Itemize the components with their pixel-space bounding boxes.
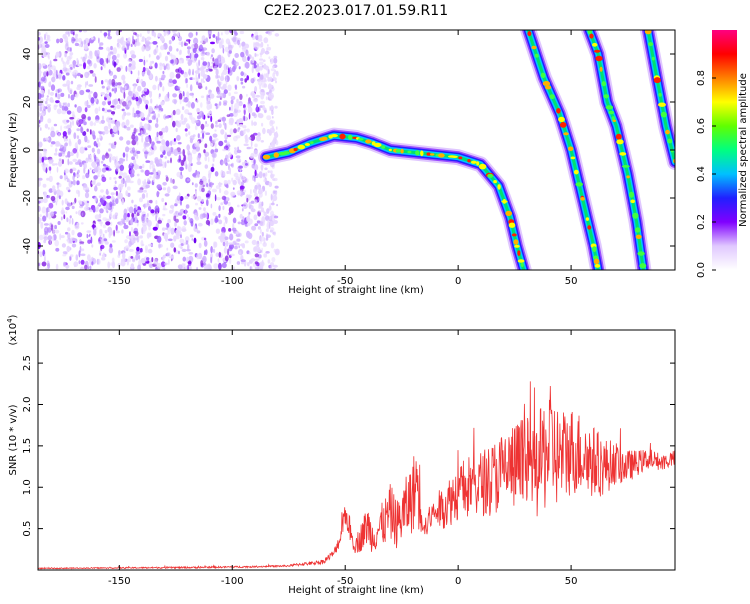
snr-x-label: Height of straight line (km): [288, 585, 424, 596]
svg-text:(x104): (x104): [6, 314, 19, 345]
snr-panel: -150 -100 -50 0 50 0.5 1.0 1.5 2.0 2.5 Height of…: [6, 314, 676, 596]
y-tick-label: -40: [22, 238, 33, 254]
y-tick-label: 2.5: [22, 355, 33, 371]
y-tick-label: 1.5: [22, 438, 33, 454]
snr-y-ticks: 0.5 1.0 1.5 2.0 2.5: [22, 355, 675, 537]
y-tick-label: 1.0: [22, 479, 33, 495]
figure-title: C2E2.2023.017.01.59.R11: [264, 3, 448, 19]
y-tick-label: 40: [22, 48, 33, 61]
snr-line: [38, 381, 675, 570]
y-tick-label: 0.5: [22, 521, 33, 537]
x-tick-label: -150: [108, 576, 131, 587]
y-tick-label: 0: [22, 147, 33, 153]
spectral-trace: [581, 30, 652, 270]
multiplier-suffix: ): [8, 314, 19, 318]
spectrogram-y-ticks: -40 -20 0 20 40: [22, 48, 675, 254]
x-tick-label: 0: [455, 276, 461, 287]
x-tick-label: -150: [108, 276, 131, 287]
spectral-trace: [258, 127, 532, 270]
y-tick-label: 2.0: [22, 397, 33, 413]
x-tick-label: 50: [565, 576, 578, 587]
colorbar-tick-label: 0.8: [696, 70, 707, 86]
spectral-trace: [520, 30, 607, 270]
colorbar-ticks: 0.0 0.2 0.4 0.6 0.8: [696, 70, 716, 278]
spectrogram-x-ticks: -150 -100 -50 0 50: [108, 30, 577, 287]
snr-frame: [37, 329, 676, 571]
colorbar-label: Normalized spectral amplitude: [738, 73, 749, 227]
snr-y-label: SNR (10 * v/v): [8, 404, 19, 475]
colorbar-tick-label: 0.4: [696, 166, 707, 182]
noise-region: [38, 30, 280, 270]
colorbar-gradient: [712, 30, 737, 270]
spectrogram-y-label: Frequency (Hz): [8, 112, 19, 188]
spectrogram-panel: -150 -100 -50 0 50 -40 -20 0 20 40 Height of str…: [8, 29, 676, 296]
snr-series: [38, 381, 675, 570]
colorbar-tick-label: 0.2: [696, 214, 707, 230]
colorbar-tick-label: 0.0: [696, 262, 707, 278]
x-tick-label: 0: [455, 576, 461, 587]
snr-y-multiplier: (x104): [6, 314, 19, 345]
x-tick-label: 50: [565, 276, 578, 287]
multiplier-exponent: 4: [6, 318, 14, 323]
multiplier-prefix: (x10: [8, 323, 19, 346]
x-tick-label: -100: [221, 276, 244, 287]
snr-x-ticks: -150 -100 -50 0 50: [108, 330, 577, 587]
x-tick-label: -50: [337, 576, 353, 587]
y-tick-label: 20: [22, 96, 33, 109]
colorbar: 0.0 0.2 0.4 0.6 0.8 Normalized spectral ampl…: [696, 30, 749, 278]
colorbar-tick-label: 0.6: [696, 118, 707, 134]
x-tick-label: -50: [337, 276, 353, 287]
spectral-traces: [258, 30, 675, 270]
x-tick-label: -100: [221, 576, 244, 587]
y-tick-label: -20: [22, 190, 33, 206]
spectrogram-x-label: Height of straight line (km): [288, 285, 424, 296]
spectral-trace: [639, 30, 675, 170]
